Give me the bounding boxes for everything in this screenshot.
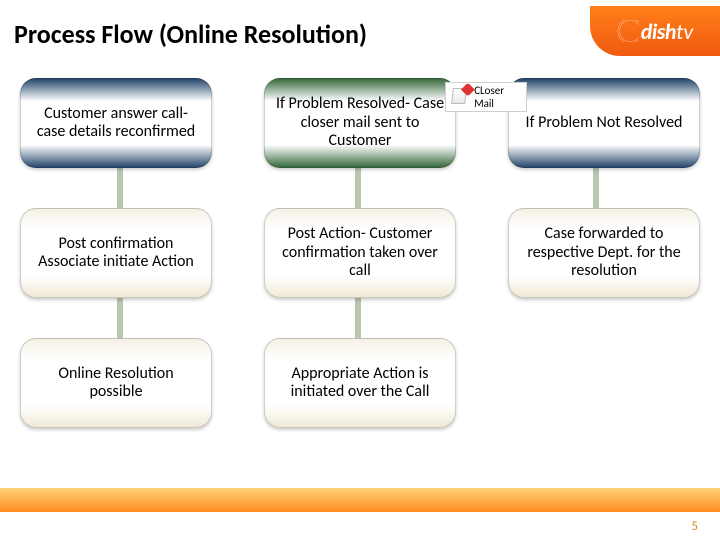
flow-node: Appropriate Action is initiated over the…	[264, 338, 456, 428]
closer-mail-badge: CLoser Mail	[445, 82, 527, 112]
logo-swoosh-icon	[617, 20, 639, 42]
flow-node-text: If Problem Not Resolved	[526, 114, 683, 132]
mail-pencil-icon	[450, 86, 470, 108]
flow-node: Post Action- Customer confirmation taken…	[264, 208, 456, 298]
logo-text: dishtv	[641, 18, 693, 45]
flow-node-text: If Problem Resolved- Case closer mail se…	[275, 95, 445, 150]
logo-dishtv: dishtv	[590, 6, 720, 56]
logo-word-tv: tv	[676, 18, 693, 45]
flow-node-text: Appropriate Action is initiated over the…	[275, 365, 445, 402]
page-title: Process Flow (Online Resolution)	[14, 18, 367, 50]
closer-mail-label: CLoser Mail	[474, 84, 522, 110]
flow-node: Customer answer call- case details recon…	[20, 78, 212, 168]
flow-node-text: Customer answer call- case details recon…	[31, 105, 201, 142]
footer-bar	[0, 488, 720, 512]
logo-word-dish: dish	[641, 18, 676, 45]
flow-node-text: Case forwarded to respective Dept. for t…	[519, 225, 689, 280]
flow-node-text: Post confirmation Associate initiate Act…	[31, 235, 201, 272]
flow-node-text: Online Resolution possible	[31, 365, 201, 402]
flow-node: Post confirmation Associate initiate Act…	[20, 208, 212, 298]
flow-node: Case forwarded to respective Dept. for t…	[508, 208, 700, 298]
page-number: 5	[691, 519, 698, 534]
flow-node: If Problem Not Resolved	[508, 78, 700, 168]
flow-node: Online Resolution possible	[20, 338, 212, 428]
flow-node: If Problem Resolved- Case closer mail se…	[264, 78, 456, 168]
flow-node-text: Post Action- Customer confirmation taken…	[275, 225, 445, 280]
flow-grid: Customer answer call- case details recon…	[20, 78, 700, 428]
